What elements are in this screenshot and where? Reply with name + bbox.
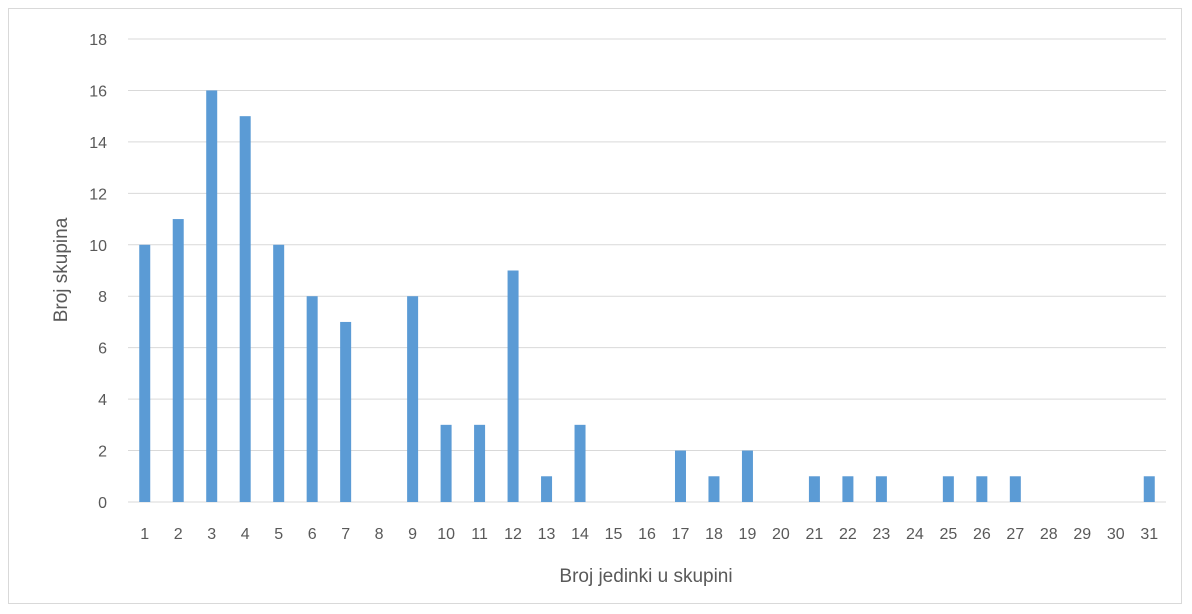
x-tick-label: 7 xyxy=(341,526,350,543)
x-tick-label: 20 xyxy=(772,526,790,543)
bars xyxy=(139,90,1155,503)
x-tick-label: 30 xyxy=(1107,526,1125,543)
x-tick-label: 14 xyxy=(571,526,589,543)
bar xyxy=(808,476,820,502)
x-tick-label: 2 xyxy=(174,526,183,543)
y-tick-label: 0 xyxy=(98,495,107,512)
x-tick-label: 11 xyxy=(471,526,488,543)
x-tick-label: 24 xyxy=(906,526,924,543)
y-tick-label: 4 xyxy=(98,392,107,409)
x-tick-label: 3 xyxy=(207,526,216,543)
x-tick-label: 31 xyxy=(1140,526,1158,543)
x-tick-label: 19 xyxy=(739,526,757,543)
x-tick-label: 26 xyxy=(973,526,991,543)
x-tick-label: 10 xyxy=(437,526,455,543)
x-tick-label: 16 xyxy=(638,526,656,543)
x-tick-label: 9 xyxy=(408,526,417,543)
bar xyxy=(507,270,519,502)
bar xyxy=(239,116,251,503)
x-tick-label: 17 xyxy=(672,526,690,543)
bar xyxy=(708,476,720,502)
bar xyxy=(1009,476,1021,502)
x-tick-label: 6 xyxy=(308,526,317,543)
bar xyxy=(206,90,218,502)
x-tick-label: 12 xyxy=(504,526,522,543)
x-tick-label: 28 xyxy=(1040,526,1058,543)
y-axis-title: Broj skupina xyxy=(51,217,72,322)
bar xyxy=(474,424,486,502)
x-tick-label: 4 xyxy=(241,526,250,543)
bar xyxy=(976,476,988,502)
x-tick-label: 21 xyxy=(806,526,824,543)
bar xyxy=(139,244,151,502)
x-tick-label: 27 xyxy=(1006,526,1024,543)
x-tick-label: 1 xyxy=(140,526,149,543)
y-tick-label: 8 xyxy=(98,289,107,306)
bar xyxy=(172,219,184,503)
y-tick-label: 18 xyxy=(89,32,107,49)
bar xyxy=(440,424,452,502)
x-tick-labels: 1 2 3 4 5 6 7 8 9 10 11 12 13 14 15 16 17 18 19 20 21 22 23 24 2… xyxy=(140,526,1158,543)
bar xyxy=(842,476,854,502)
gridlines xyxy=(128,38,1166,503)
x-tick-label: 15 xyxy=(605,526,623,543)
y-tick-label: 12 xyxy=(89,186,107,203)
bar xyxy=(1143,476,1155,502)
y-tick-label: 10 xyxy=(89,238,107,255)
bar xyxy=(273,244,285,502)
bar xyxy=(674,450,686,502)
x-tick-label: 8 xyxy=(375,526,384,543)
x-tick-label: 25 xyxy=(939,526,957,543)
x-tick-label: 18 xyxy=(705,526,723,543)
bar xyxy=(407,296,419,502)
bar xyxy=(340,321,352,502)
y-tick-label: 14 xyxy=(89,135,107,152)
bar xyxy=(574,424,586,502)
bar xyxy=(541,476,553,502)
x-tick-label: 29 xyxy=(1073,526,1091,543)
y-tick-label: 16 xyxy=(89,83,107,100)
y-tick-label: 6 xyxy=(98,341,107,358)
chart-frame xyxy=(8,8,1182,604)
bar xyxy=(306,296,318,502)
x-axis-title: Broj jedinki u skupini xyxy=(559,566,732,587)
x-tick-label: 5 xyxy=(274,526,283,543)
x-tick-label: 23 xyxy=(872,526,890,543)
y-tick-labels: 0 2 4 6 8 10 12 14 16 18 xyxy=(89,32,107,512)
bar xyxy=(875,476,887,502)
bar xyxy=(942,476,954,502)
y-tick-label: 2 xyxy=(98,444,107,461)
bar xyxy=(741,450,753,502)
x-tick-label: 13 xyxy=(538,526,556,543)
x-tick-label: 22 xyxy=(839,526,857,543)
